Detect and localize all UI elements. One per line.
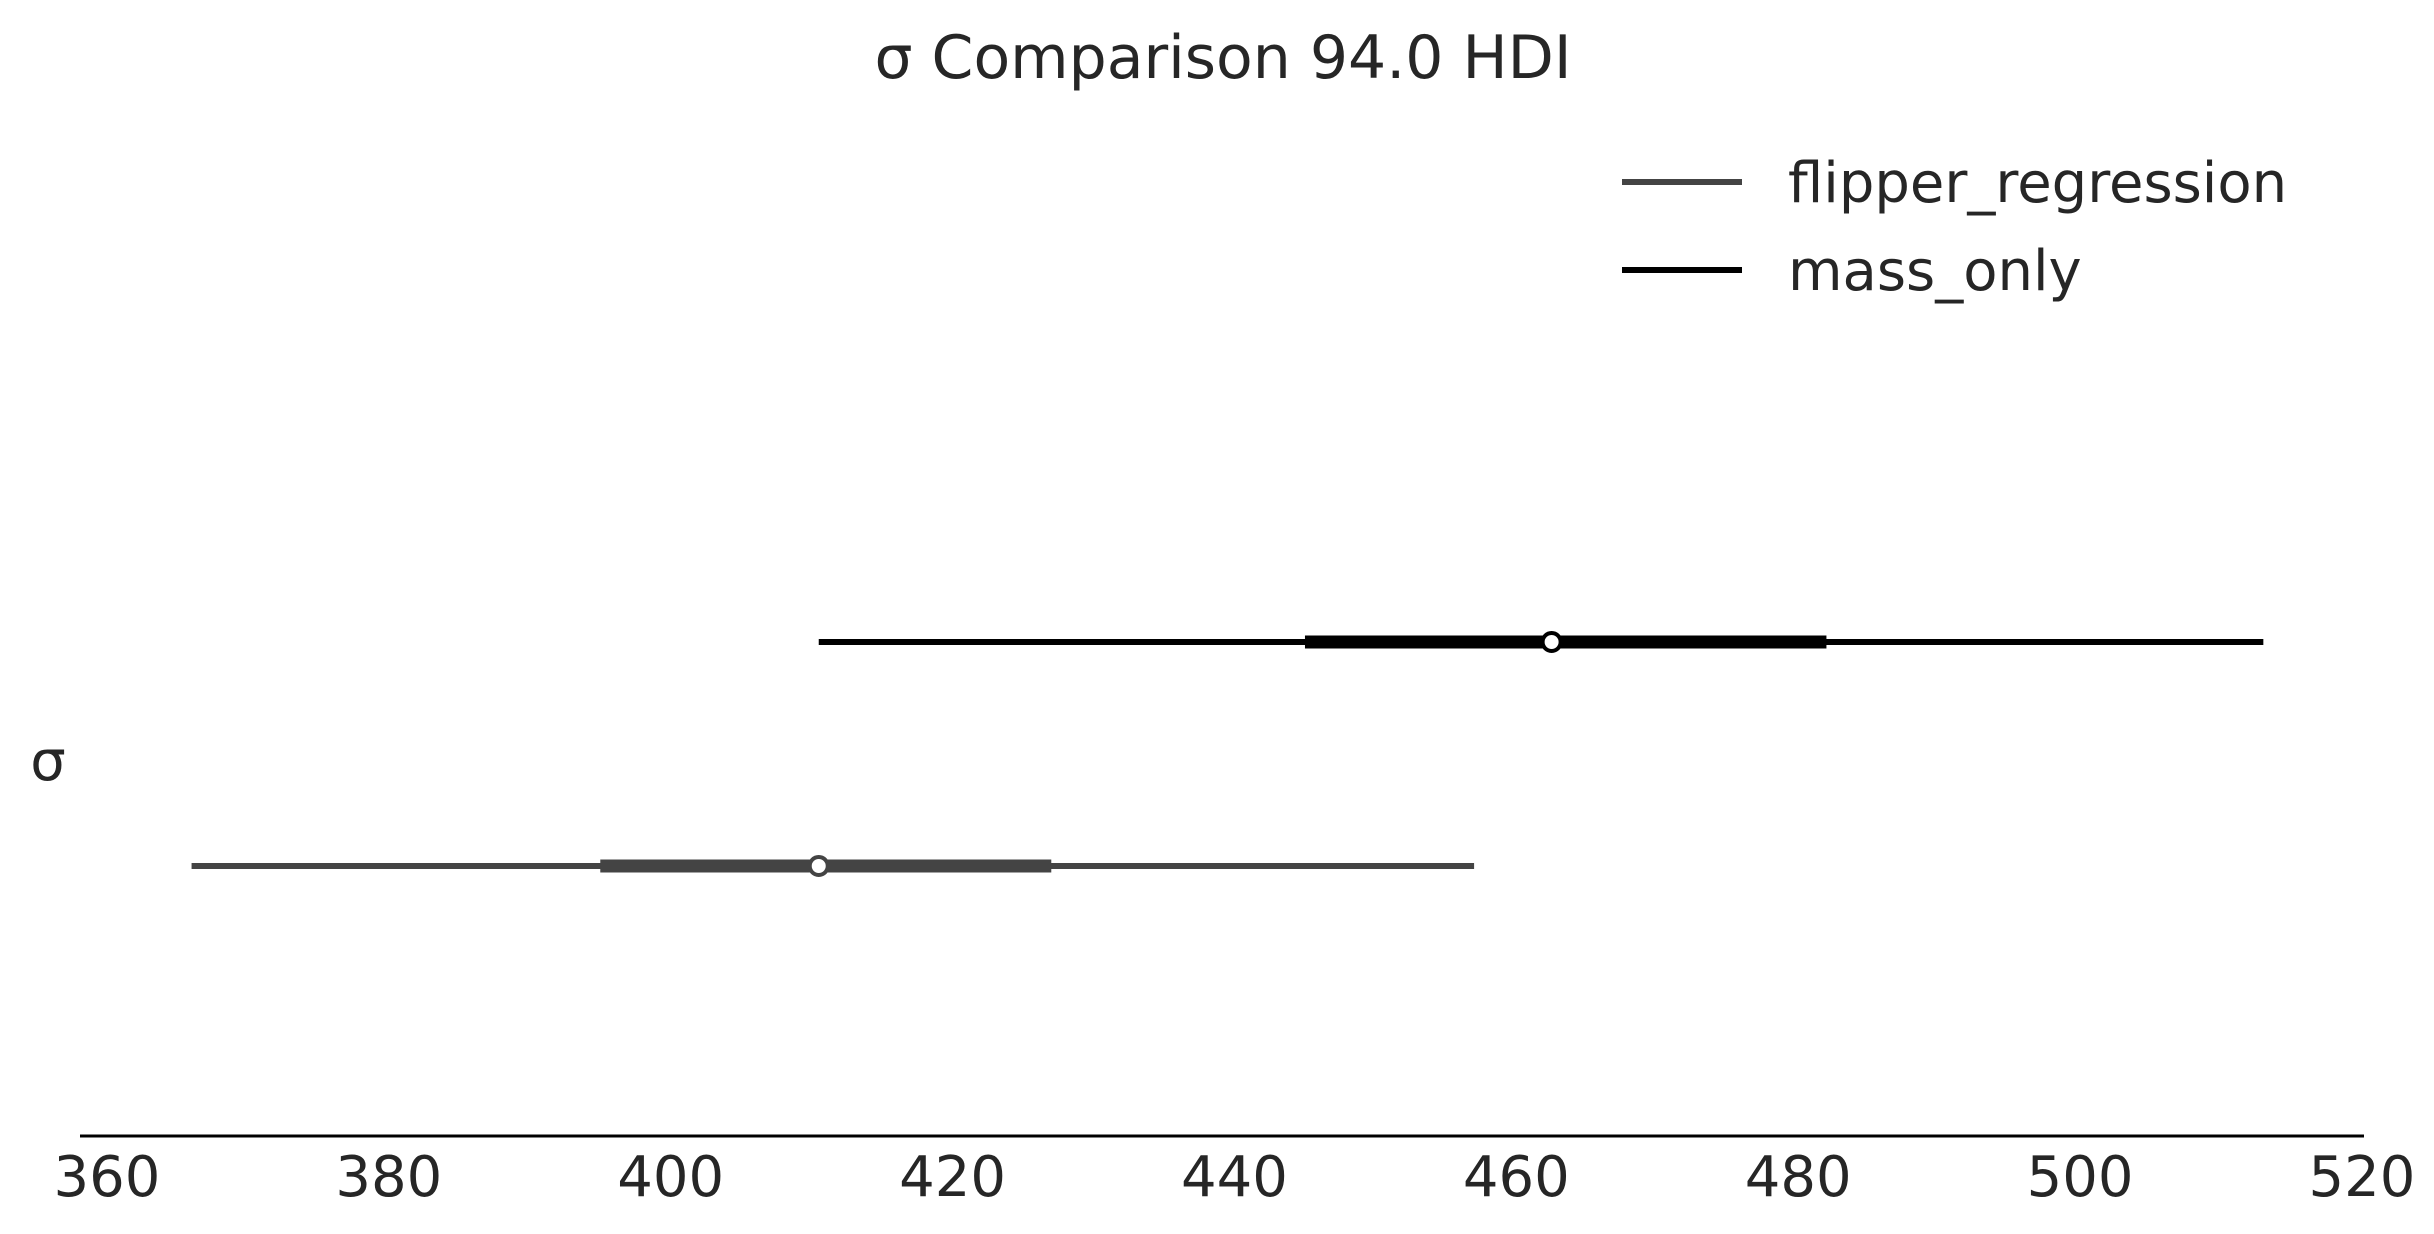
- x-tick-label: 480: [1745, 1145, 1852, 1210]
- legend-entry: mass_only: [1622, 239, 2082, 304]
- point-estimate-marker: [1540, 631, 1563, 653]
- x-tick-label: 460: [1463, 1145, 1570, 1210]
- legend-label: flipper_regression: [1788, 151, 2287, 216]
- x-tick-label: 400: [617, 1145, 724, 1210]
- x-axis-ticks: 360 380 400 420 440 460 480 500 520: [54, 1145, 2416, 1210]
- x-tick-label: 520: [2309, 1145, 2416, 1210]
- x-tick-label: 440: [1181, 1145, 1288, 1210]
- plot-marks: [191, 631, 2264, 877]
- legend-label: mass_only: [1788, 239, 2082, 304]
- x-tick-label: 500: [2027, 1145, 2134, 1210]
- point-estimate-marker: [807, 855, 830, 877]
- x-tick-label: 380: [335, 1145, 442, 1210]
- y-axis-label: σ: [30, 729, 66, 794]
- series-flipper_regression: [191, 855, 1475, 877]
- series-mass_only: [818, 631, 2264, 653]
- legend-entry: flipper_regression: [1622, 151, 2287, 216]
- x-tick-label: 360: [54, 1145, 161, 1210]
- legend: flipper_regression mass_only: [1622, 151, 2287, 304]
- x-tick-label: 420: [899, 1145, 1006, 1210]
- chart-title: σ Comparison 94.0 HDI: [874, 23, 1571, 93]
